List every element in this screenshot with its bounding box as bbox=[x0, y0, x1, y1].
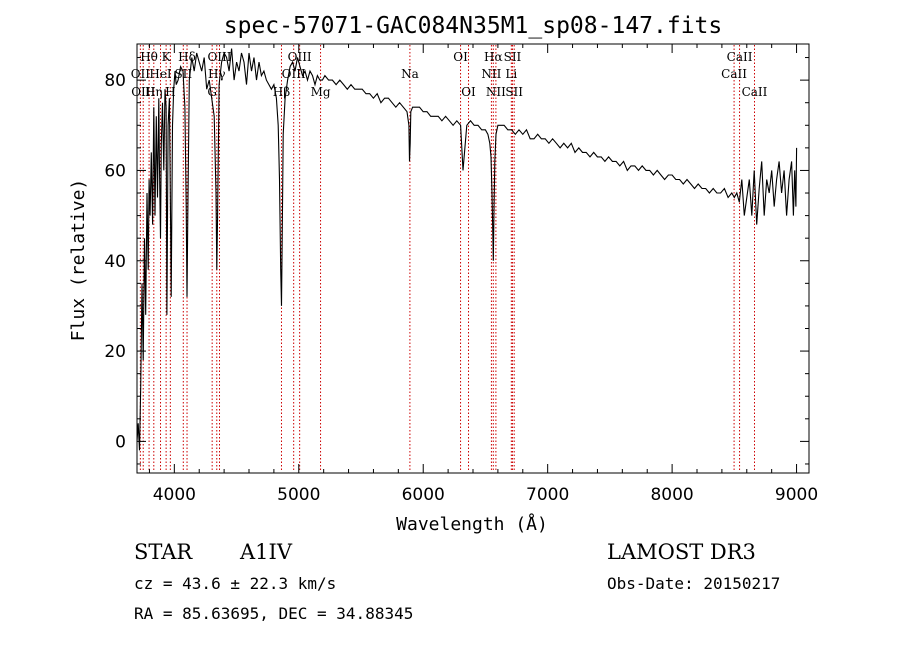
y-tick-label: 40 bbox=[104, 252, 126, 272]
x-tick-label: 4000 bbox=[153, 485, 196, 505]
line-marker-label: OIII bbox=[288, 50, 312, 64]
y-tick-label: 80 bbox=[104, 71, 126, 91]
spectrum-line bbox=[136, 48, 798, 451]
observation-date: Obs-Date: 20150217 bbox=[607, 574, 781, 593]
x-tick-label: 7000 bbox=[526, 485, 569, 505]
line-marker-label: Hγ bbox=[208, 67, 226, 81]
plot-frame bbox=[136, 43, 810, 474]
line-marker-label: Na bbox=[401, 67, 419, 81]
line-marker-label: OI bbox=[453, 50, 468, 64]
line-marker-label: Hθ bbox=[140, 50, 158, 64]
y-axis: 0 20 40 60 80 bbox=[104, 57, 809, 465]
line-marker-label: OIII bbox=[207, 50, 231, 64]
line-marker-label: HeI bbox=[149, 67, 172, 81]
object-class: STAR bbox=[134, 540, 193, 564]
y-tick-label: 60 bbox=[104, 161, 126, 181]
y-axis-label: Flux (relative) bbox=[68, 179, 89, 342]
line-marker-label: OII bbox=[131, 67, 151, 81]
redshift-cz: cz = 43.6 ± 22.3 km/s bbox=[134, 574, 337, 593]
x-axis-label: Wavelength (Å) bbox=[396, 513, 548, 535]
line-marker-label: Hα bbox=[484, 50, 503, 64]
line-marker-label: G bbox=[207, 85, 217, 99]
y-tick-label: 0 bbox=[115, 432, 126, 452]
line-marker-label: H bbox=[165, 85, 175, 99]
line-marker-label: Hη bbox=[145, 85, 163, 99]
survey-name: LAMOST DR3 bbox=[607, 540, 756, 564]
coordinates: RA = 85.63695, DEC = 34.88345 bbox=[134, 604, 414, 623]
line-marker-label: NII bbox=[481, 67, 501, 81]
line-marker-label: K bbox=[162, 50, 172, 64]
object-subclass: A1IV bbox=[240, 540, 292, 564]
x-tick-label: 9000 bbox=[775, 485, 818, 505]
line-marker-label: CaII bbox=[727, 50, 753, 64]
line-marker-label: Hδ bbox=[178, 50, 196, 64]
line-marker-label: NII bbox=[486, 85, 506, 99]
line-marker-label: SII bbox=[505, 85, 523, 99]
x-tick-label: 5000 bbox=[277, 485, 320, 505]
line-markers bbox=[139, 45, 755, 472]
chart-title: spec-57071-GAC084N35M1_sp08-147.fits bbox=[224, 13, 723, 39]
line-marker-label: CaII bbox=[721, 67, 747, 81]
x-axis: 4000 5000 6000 7000 8000 9000 bbox=[148, 44, 818, 505]
line-marker-label: Li bbox=[505, 67, 517, 81]
x-tick-label: 6000 bbox=[402, 485, 445, 505]
x-tick-label: 8000 bbox=[650, 485, 693, 505]
y-tick-label: 20 bbox=[104, 342, 126, 362]
line-marker-label: OI bbox=[461, 85, 476, 99]
line-marker-label: SII bbox=[504, 50, 522, 64]
line-marker-label: CaII bbox=[742, 85, 768, 99]
line-marker-label: Mg bbox=[311, 85, 331, 99]
